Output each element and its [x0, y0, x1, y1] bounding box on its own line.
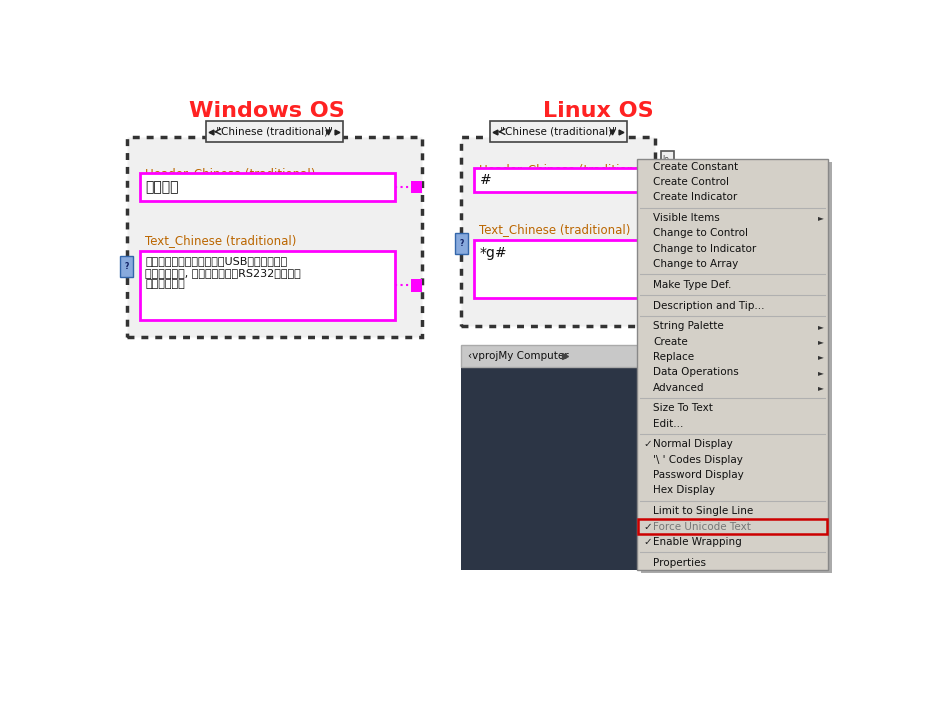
- Text: 未連接任何設備。插入具有USB接口的設備以
進行自動檢測, 或手動添加具有RS232或以太網
接口的設備。: 未連接任何設備。插入具有USB接口的設備以 進行自動檢測, 或手動添加具有RS2…: [146, 256, 301, 290]
- Text: Create Control: Create Control: [653, 177, 729, 187]
- Bar: [121, 256, 133, 277]
- Text: ✓: ✓: [642, 521, 652, 531]
- Text: Linux OS: Linux OS: [542, 100, 653, 121]
- Bar: [638, 519, 826, 534]
- Bar: [637, 159, 827, 570]
- Text: Enable Wrapping: Enable Wrapping: [653, 537, 742, 547]
- Text: Make Type Def.: Make Type Def.: [653, 280, 730, 290]
- Bar: [140, 251, 395, 320]
- Bar: [474, 168, 639, 192]
- Text: ‹vprojMy Computer: ‹vprojMy Computer: [468, 352, 568, 361]
- Text: Advanced: Advanced: [653, 383, 704, 393]
- Bar: [461, 136, 654, 326]
- Text: T: T: [662, 174, 667, 183]
- Text: Limit to Single Line: Limit to Single Line: [653, 506, 753, 516]
- Text: ?: ?: [459, 239, 463, 248]
- Text: Text_Chinese (traditional): Text_Chinese (traditional): [145, 234, 296, 247]
- Bar: [660, 151, 673, 198]
- Text: ?: ?: [124, 261, 129, 271]
- Text: Properties: Properties: [653, 557, 705, 567]
- Text: Visible Items: Visible Items: [653, 213, 719, 223]
- Text: Header_Chinese (traditional): Header_Chinese (traditional): [145, 168, 315, 180]
- Text: '\ ' Codes Display: '\ ' Codes Display: [653, 455, 743, 465]
- Text: Data Operations: Data Operations: [653, 367, 738, 378]
- Bar: [474, 240, 639, 298]
- Text: Change to Indicator: Change to Indicator: [653, 244, 756, 253]
- Bar: [454, 232, 467, 254]
- Bar: [489, 121, 626, 142]
- Bar: [641, 162, 831, 573]
- Text: ✓: ✓: [642, 440, 652, 449]
- Text: Create Indicator: Create Indicator: [653, 192, 737, 202]
- Bar: [461, 367, 705, 570]
- Text: Description and Tip...: Description and Tip...: [653, 300, 764, 310]
- Text: ►: ►: [817, 383, 823, 392]
- Text: Replace: Replace: [653, 352, 693, 362]
- Text: Windows OS: Windows OS: [189, 100, 345, 121]
- Text: Header_Chinese (traditional): Header_Chinese (traditional): [478, 163, 649, 176]
- Text: #: #: [479, 173, 491, 187]
- Text: Change to Control: Change to Control: [653, 228, 747, 238]
- Text: 連接設備: 連接設備: [146, 180, 179, 193]
- Bar: [206, 121, 342, 142]
- Text: ►: ►: [817, 322, 823, 331]
- Text: "Chinese (traditional)": "Chinese (traditional)": [212, 126, 336, 136]
- Text: Create: Create: [653, 336, 687, 347]
- Text: Edit...: Edit...: [653, 419, 683, 429]
- Bar: [461, 345, 705, 367]
- Text: ✓: ✓: [642, 537, 652, 547]
- Text: Change to Array: Change to Array: [653, 259, 738, 269]
- Text: "Chinese (traditional)": "Chinese (traditional)": [496, 126, 619, 136]
- Text: Size To Text: Size To Text: [653, 404, 712, 414]
- Text: Force Unicode Text: Force Unicode Text: [653, 521, 750, 531]
- Text: Text_Chinese (traditional): Text_Chinese (traditional): [478, 223, 629, 236]
- Bar: [411, 279, 422, 292]
- Text: ►: ►: [817, 337, 823, 346]
- Text: ►: ►: [817, 367, 823, 377]
- Text: le: le: [662, 155, 668, 165]
- Text: Create Constant: Create Constant: [653, 162, 738, 172]
- Text: Hex Display: Hex Display: [653, 485, 715, 495]
- Text: Normal Display: Normal Display: [653, 440, 732, 449]
- Text: String Palette: String Palette: [653, 321, 723, 331]
- Bar: [140, 173, 395, 201]
- Text: ►: ►: [817, 352, 823, 362]
- Text: Password Display: Password Display: [653, 470, 743, 480]
- Bar: [127, 136, 421, 336]
- Bar: [411, 180, 422, 193]
- Text: ►: ►: [817, 214, 823, 222]
- Text: *g#: *g#: [479, 246, 507, 260]
